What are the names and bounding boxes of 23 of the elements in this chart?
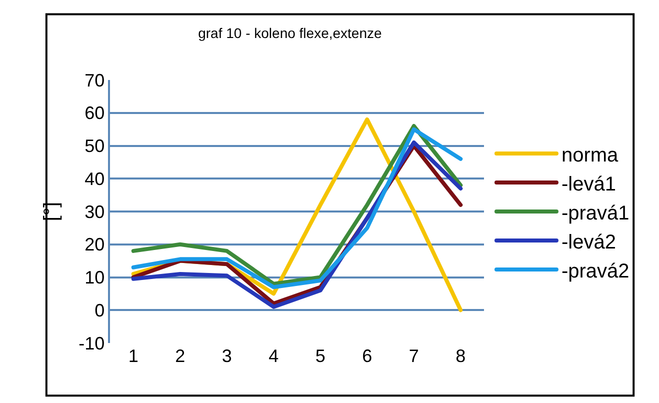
legend-label: norma bbox=[561, 144, 620, 166]
legend-label: -pravá2 bbox=[561, 260, 630, 282]
x-tick-label: 5 bbox=[315, 346, 326, 366]
y-tick-label: 30 bbox=[84, 202, 105, 222]
x-tick-label: 6 bbox=[362, 346, 372, 366]
x-tick-label: 7 bbox=[408, 346, 419, 366]
y-tick-label: 60 bbox=[84, 103, 105, 124]
y-tick-label: 50 bbox=[84, 136, 105, 156]
legend-label: -pravá1 bbox=[561, 202, 630, 224]
x-tick-label: 8 bbox=[456, 346, 466, 366]
x-tick-label: 1 bbox=[128, 346, 138, 366]
y-tick-label: 10 bbox=[84, 268, 105, 288]
x-tick-label: 2 bbox=[175, 346, 186, 366]
chart-title: graf 10 - koleno flexe,extenze bbox=[198, 25, 382, 42]
x-tick-label: 3 bbox=[222, 346, 232, 366]
y-tick-label: 70 bbox=[84, 70, 105, 90]
y-tick-label: 40 bbox=[84, 168, 105, 189]
legend-label: -levá1 bbox=[561, 173, 616, 196]
x-tick-label: 4 bbox=[268, 346, 279, 366]
legend-label: -levá2 bbox=[561, 231, 616, 254]
y-tick-label: 20 bbox=[84, 234, 105, 255]
y-tick-label: -10 bbox=[78, 333, 105, 354]
y-tick-label: 0 bbox=[94, 300, 105, 320]
